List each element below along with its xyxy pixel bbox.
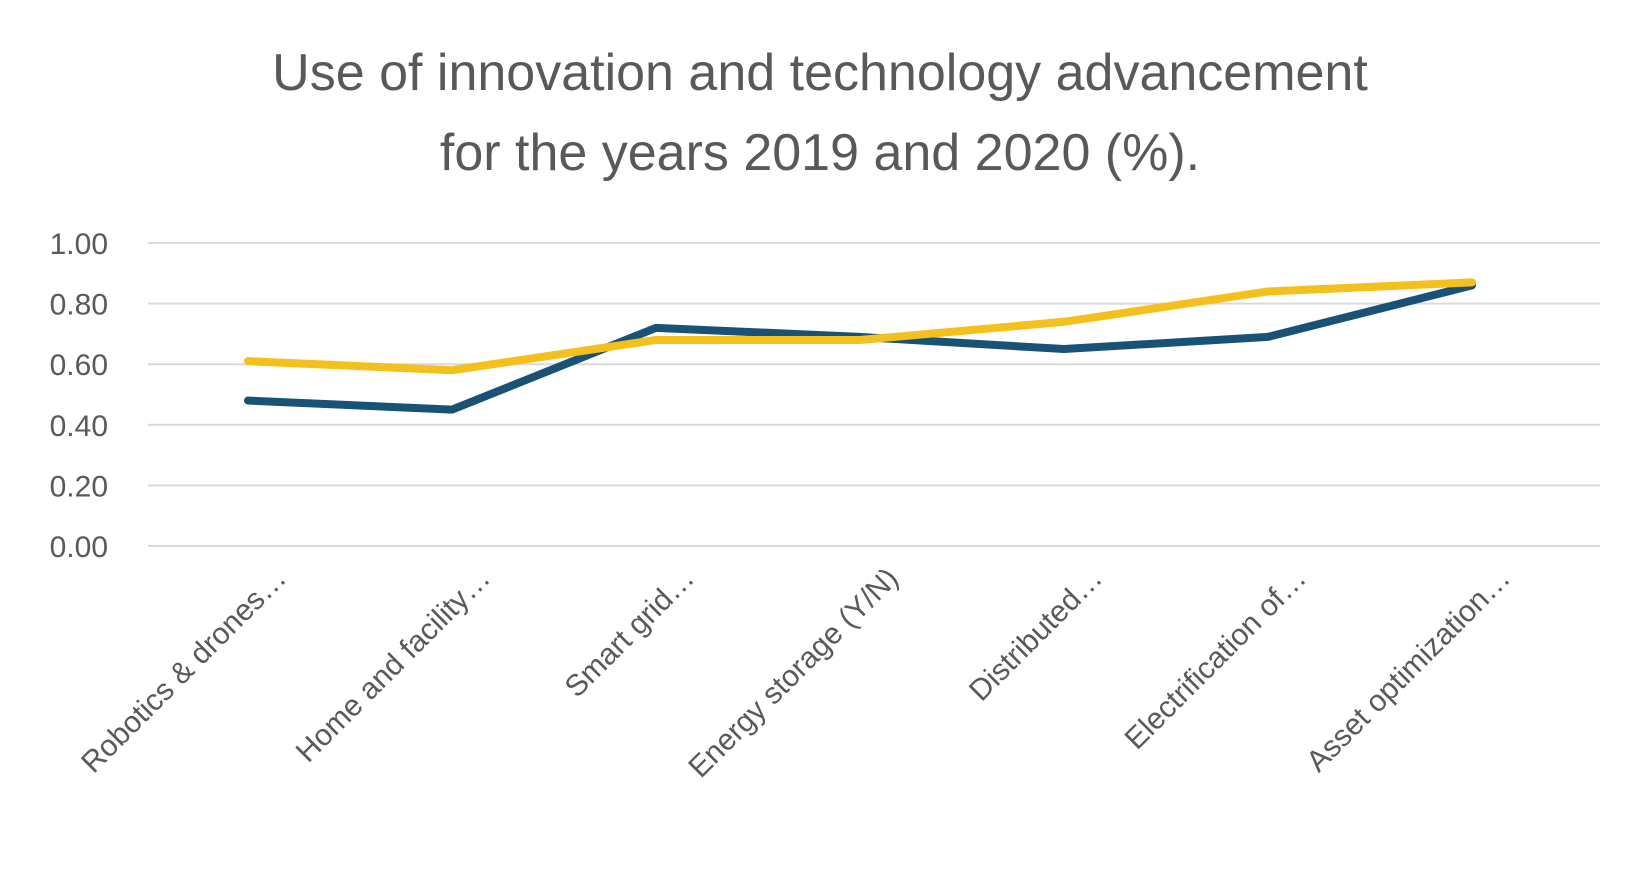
y-tick-label: 0.00 <box>50 531 108 564</box>
y-tick-label: 0.80 <box>50 289 108 322</box>
x-tick-label: Energy storage (Y/N) <box>682 562 905 785</box>
x-tick-label: Distributed… <box>963 562 1109 708</box>
x-tick-label: Home and facility… <box>290 562 497 769</box>
y-tick-label: 0.60 <box>50 349 108 382</box>
y-tick-label: 0.40 <box>50 410 108 443</box>
y-axis-ticks: 0.00 0.20 0.40 0.60 0.80 1.00 <box>50 228 108 564</box>
x-tick-label: Robotics & drones… <box>75 562 293 780</box>
chart-title-line-2: for the years 2019 and 2020 (%). <box>440 124 1200 182</box>
x-tick-label: Smart grid… <box>559 562 701 704</box>
x-axis-ticks: Robotics & drones…Home and facility… Smar… <box>75 562 1517 785</box>
chart-title: Use of innovation and technology advance… <box>272 44 1368 182</box>
series-line-2 <box>244 278 1476 375</box>
y-tick-label: 1.00 <box>50 228 108 261</box>
x-tick-label: Electrification of… <box>1119 562 1313 756</box>
series-lines <box>244 278 1476 414</box>
x-tick-label: Asset optimization… <box>1300 562 1517 779</box>
chart-title-line-1: Use of innovation and technology advance… <box>272 44 1368 102</box>
y-tick-label: 0.20 <box>50 470 108 503</box>
